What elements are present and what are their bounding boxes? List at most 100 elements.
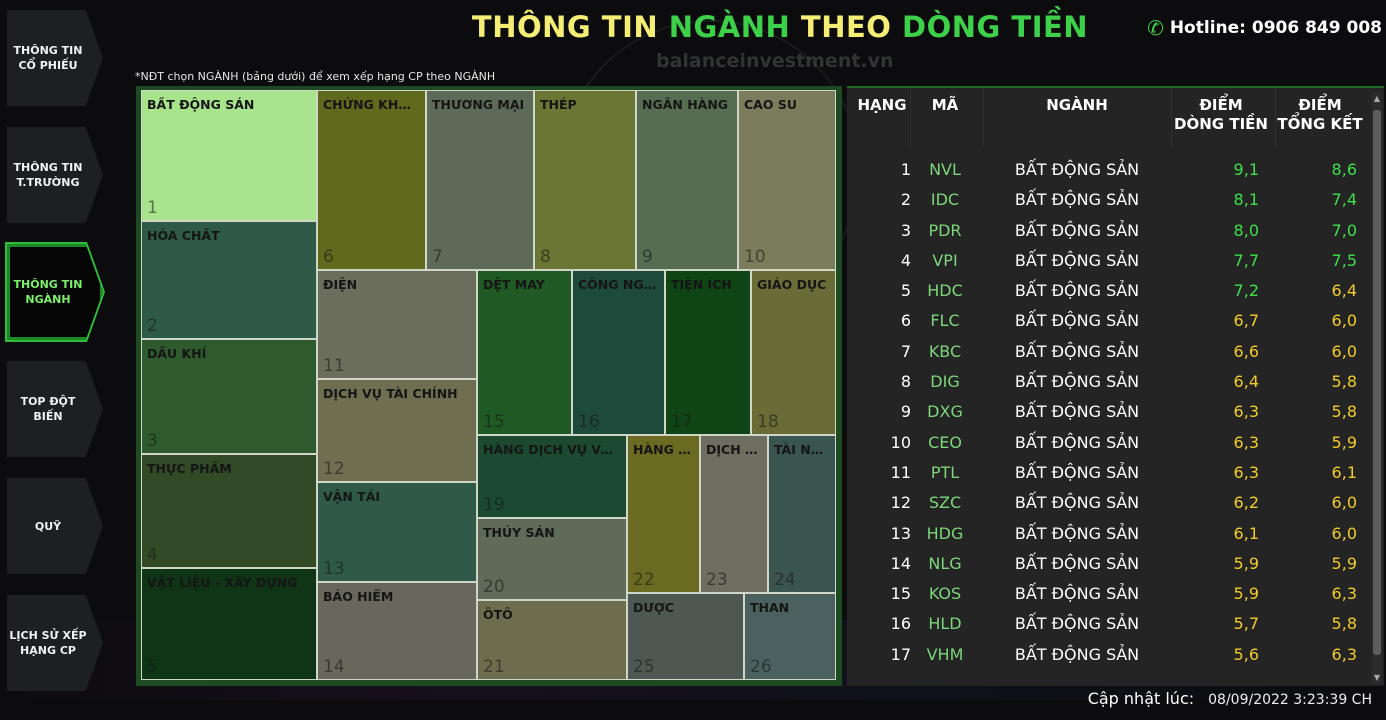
treemap-tile[interactable]: DỆT MAY 15 bbox=[477, 270, 572, 435]
treemap-tile[interactable]: DƯỢC 25 bbox=[627, 593, 744, 680]
treemap-tile[interactable]: DỊCH VỤ 23 bbox=[700, 435, 768, 593]
cell-code[interactable]: VHM bbox=[926, 644, 964, 664]
treemap-tile[interactable]: CHỨNG KHOÁN 6 bbox=[317, 90, 426, 270]
column-divider bbox=[1171, 88, 1172, 146]
table-row[interactable]: 12 SZC BẤT ĐỘNG SẢN 6,2 6,0 bbox=[847, 489, 1369, 519]
treemap-tile[interactable]: HÀNG CÔNG NGHIỆP 22 bbox=[627, 435, 700, 593]
table-row[interactable]: 15 KOS BẤT ĐỘNG SẢN 5,9 6,3 bbox=[847, 580, 1369, 610]
sidebar: THÔNG TIN CỔ PHIẾU THÔNG TIN T.TRƯỜNG THÔN… bbox=[0, 0, 112, 720]
treemap-tile[interactable]: ÔTÔ 21 bbox=[477, 600, 627, 680]
table-row[interactable]: 9 DXG BẤT ĐỘNG SẢN 6,3 5,8 bbox=[847, 398, 1369, 428]
treemap-tile[interactable]: BẤT ĐỘNG SẢN 1 bbox=[141, 90, 317, 221]
cell-flow-score: 6,1 bbox=[1233, 523, 1259, 543]
treemap-tile[interactable]: THƯƠNG MẠI 7 bbox=[426, 90, 534, 270]
phone-icon: ✆ bbox=[1147, 16, 1164, 40]
tile-number: 9 bbox=[642, 247, 653, 267]
treemap-tile[interactable]: DỊCH VỤ TÀI CHÍNH 12 bbox=[317, 379, 477, 482]
treemap-tile[interactable]: TÀI NGUYÊN 24 bbox=[768, 435, 836, 593]
table-row[interactable]: 1 NVL BẤT ĐỘNG SẢN 9,1 8,6 bbox=[847, 156, 1369, 186]
tile-name: VẬN TẢI bbox=[323, 489, 381, 504]
treemap-tile[interactable]: TIỆN ÍCH 17 bbox=[665, 270, 751, 435]
treemap-tile[interactable]: ĐIỆN 11 bbox=[317, 270, 477, 379]
table-row[interactable]: 17 VHM BẤT ĐỘNG SẢN 5,6 6,3 bbox=[847, 641, 1369, 671]
table-row[interactable]: 4 VPI BẤT ĐỘNG SẢN 7,7 7,5 bbox=[847, 247, 1369, 277]
hotline[interactable]: ✆ Hotline: 0906 849 008 bbox=[1147, 16, 1382, 40]
nav-ranking-history[interactable]: LỊCH SỬ XẾP HẠNG CP bbox=[7, 595, 103, 691]
treemap-tile[interactable]: THAN 26 bbox=[744, 593, 836, 680]
nav-stock-info[interactable]: THÔNG TIN CỔ PHIẾU bbox=[7, 10, 103, 106]
cell-code[interactable]: NLG bbox=[928, 553, 962, 573]
tile-name: TÀI NGUYÊN bbox=[774, 442, 831, 457]
cell-code[interactable]: DIG bbox=[930, 372, 960, 392]
treemap-tile[interactable]: GIÁO DỤC 18 bbox=[751, 270, 836, 435]
header-industry[interactable]: NGÀNH bbox=[1046, 96, 1108, 114]
table-row[interactable]: 3 PDR BẤT ĐỘNG SẢN 8,0 7,0 bbox=[847, 217, 1369, 247]
treemap-tile[interactable]: VẬN TẢI 13 bbox=[317, 482, 477, 582]
cell-industry: BẤT ĐỘNG SẢN bbox=[1014, 220, 1140, 240]
table-row[interactable]: 11 PTL BẤT ĐỘNG SẢN 6,3 6,1 bbox=[847, 459, 1369, 489]
treemap-tile[interactable]: CÔNG NGHỆ 16 bbox=[572, 270, 665, 435]
cell-flow-score: 5,7 bbox=[1233, 614, 1259, 634]
cell-code[interactable]: PTL bbox=[930, 462, 960, 482]
tile-name: TIỆN ÍCH bbox=[671, 277, 732, 292]
table-row[interactable]: 10 CEO BẤT ĐỘNG SẢN 6,3 5,9 bbox=[847, 429, 1369, 459]
nav-industry-info[interactable]: THÔNG TIN NGÀNH bbox=[7, 244, 103, 340]
cell-code[interactable]: PDR bbox=[928, 220, 962, 240]
nav-label: BIẾN bbox=[33, 410, 63, 423]
cell-code[interactable]: KOS bbox=[928, 584, 962, 604]
cell-rank: 14 bbox=[890, 553, 911, 573]
cell-code[interactable]: HDG bbox=[926, 523, 964, 543]
cell-code[interactable]: CEO bbox=[928, 432, 962, 452]
treemap-tile[interactable]: THỦY SẢN 20 bbox=[477, 518, 627, 600]
treemap-tile[interactable]: CAO SU 10 bbox=[738, 90, 836, 270]
table-row[interactable]: 14 NLG BẤT ĐỘNG SẢN 5,9 5,9 bbox=[847, 550, 1369, 580]
tile-name: HÀNG DỊCH VỤ VÀ GIẢI TRÍ bbox=[483, 442, 622, 457]
treemap-tile[interactable]: THÉP 8 bbox=[534, 90, 636, 270]
cell-code[interactable]: HDC bbox=[927, 281, 963, 301]
scroll-up-icon[interactable]: ▲ bbox=[1373, 94, 1381, 103]
table-row[interactable]: 2 IDC BẤT ĐỘNG SẢN 8,1 7,4 bbox=[847, 186, 1369, 216]
cell-code[interactable]: IDC bbox=[930, 190, 960, 210]
table-row[interactable]: 6 FLC BẤT ĐỘNG SẢN 6,7 6,0 bbox=[847, 307, 1369, 337]
cell-industry: BẤT ĐỘNG SẢN bbox=[1014, 432, 1140, 452]
tile-name: ÔTÔ bbox=[483, 607, 513, 622]
treemap-tile[interactable]: VẬT LIỆU - XÂY DỰNG 5 bbox=[141, 568, 317, 680]
nav-market-info[interactable]: THÔNG TIN T.TRƯỜNG bbox=[7, 127, 103, 223]
scroll-down-icon[interactable]: ▼ bbox=[1373, 673, 1381, 682]
treemap-tile[interactable]: HÓA CHẤT 2 bbox=[141, 221, 317, 339]
treemap-tile[interactable]: HÀNG DỊCH VỤ VÀ GIẢI TRÍ 19 bbox=[477, 435, 627, 518]
cell-code[interactable]: NVL bbox=[929, 160, 961, 179]
header-total-score[interactable]: ĐIỂM TỔNG KẾT bbox=[1275, 96, 1365, 134]
nav-label: QUỸ bbox=[34, 519, 62, 533]
table-row[interactable]: 7 KBC BẤT ĐỘNG SẢN 6,6 6,0 bbox=[847, 338, 1369, 368]
scroll-thumb[interactable] bbox=[1373, 110, 1381, 655]
cell-total-score: 5,9 bbox=[1331, 432, 1357, 452]
cell-code[interactable]: KBC bbox=[928, 341, 962, 361]
treemap-tile[interactable]: THỰC PHẨM 4 bbox=[141, 454, 317, 568]
table-row[interactable]: 8 DIG BẤT ĐỘNG SẢN 6,4 5,8 bbox=[847, 368, 1369, 398]
nav-top-breakout[interactable]: TOP ĐỘT BIẾN bbox=[7, 361, 103, 457]
cell-rank: 3 bbox=[900, 220, 911, 240]
treemap-tile[interactable]: DẦU KHÍ 3 bbox=[141, 339, 317, 454]
cell-code[interactable]: DXG bbox=[927, 402, 963, 422]
header-rank[interactable]: HẠNG bbox=[857, 96, 907, 114]
cell-flow-score: 6,4 bbox=[1233, 372, 1259, 392]
cell-code[interactable]: HLD bbox=[928, 614, 962, 634]
table-row[interactable]: 5 HDC BẤT ĐỘNG SẢN 7,2 6,4 bbox=[847, 277, 1369, 307]
table-scrollbar[interactable]: ▲ ▼ bbox=[1372, 92, 1382, 684]
cell-total-score: 6,0 bbox=[1331, 493, 1357, 513]
header-code[interactable]: MÃ bbox=[931, 96, 959, 114]
table-row[interactable]: 13 HDG BẤT ĐỘNG SẢN 6,1 6,0 bbox=[847, 520, 1369, 550]
watermark: balanceinvestment.vn bbox=[656, 50, 894, 72]
cell-flow-score: 6,6 bbox=[1233, 341, 1259, 361]
treemap-tile[interactable]: NGÂN HÀNG 9 bbox=[636, 90, 738, 270]
cell-code[interactable]: VPI bbox=[932, 250, 958, 270]
cell-flow-score: 8,0 bbox=[1233, 220, 1259, 240]
cell-code[interactable]: SZC bbox=[928, 493, 962, 513]
treemap-tile[interactable]: BẢO HIỂM 14 bbox=[317, 582, 477, 680]
header-flow-score[interactable]: ĐIỂM DÒNG TIỀN bbox=[1171, 96, 1271, 134]
table-row[interactable]: 16 HLD BẤT ĐỘNG SẢN 5,7 5,8 bbox=[847, 610, 1369, 640]
nav-fund[interactable]: QUỸ bbox=[7, 478, 103, 574]
title-part: DÒNG TIỀN bbox=[902, 10, 1089, 44]
cell-code[interactable]: FLC bbox=[930, 311, 960, 331]
